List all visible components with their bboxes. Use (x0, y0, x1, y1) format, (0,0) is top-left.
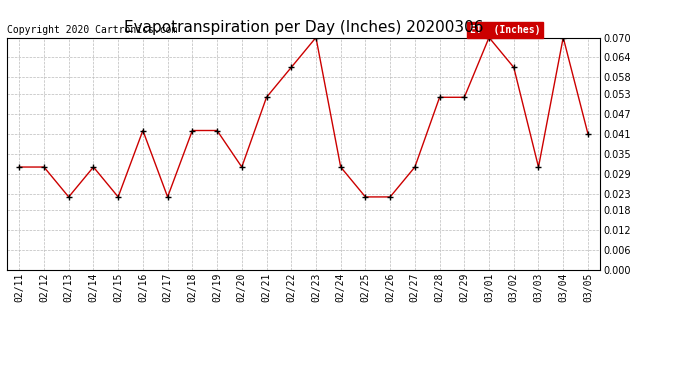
Title: Evapotranspiration per Day (Inches) 20200306: Evapotranspiration per Day (Inches) 2020… (124, 20, 484, 35)
Text: Copyright 2020 Cartronics.com: Copyright 2020 Cartronics.com (7, 25, 177, 35)
Text: ET  (Inches): ET (Inches) (470, 25, 540, 35)
